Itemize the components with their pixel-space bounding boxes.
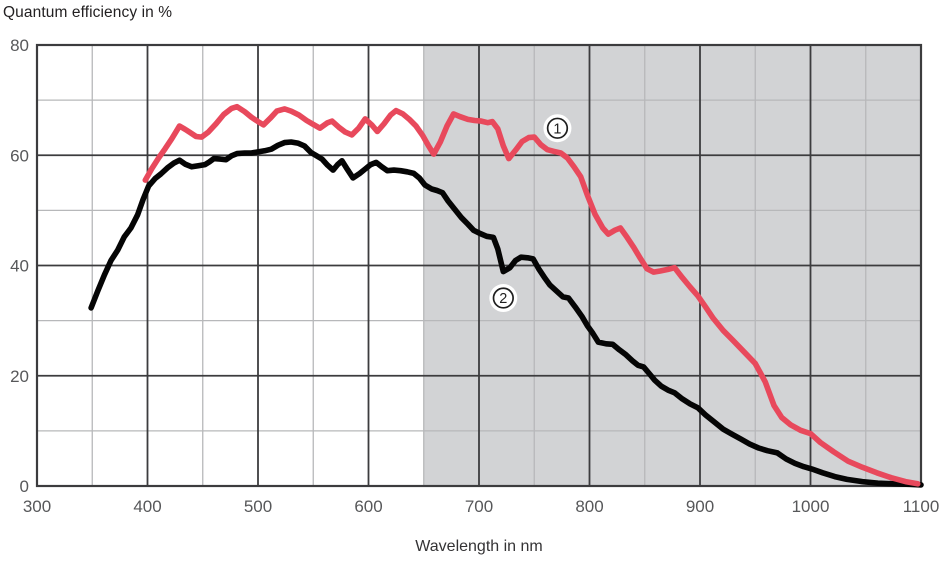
annotation-number-2: 2: [499, 291, 507, 307]
annotation-number-1: 1: [553, 121, 561, 137]
y-tick-label: 20: [10, 367, 29, 386]
x-tick-label: 700: [465, 497, 493, 516]
x-tick-label: 800: [575, 497, 603, 516]
y-tick-label: 0: [20, 477, 29, 496]
curve-series-1: [142, 103, 921, 487]
x-axis-title: Wavelength in nm: [415, 538, 543, 555]
x-tick-label: 1000: [792, 497, 830, 516]
curve-series-2: [88, 139, 924, 488]
y-tick-label: 40: [10, 257, 29, 276]
x-tick-label: 900: [686, 497, 714, 516]
annotation-ring-1: [546, 117, 569, 139]
x-tick-label: 400: [133, 497, 161, 516]
y-tick-label: 60: [10, 146, 29, 165]
x-tick-label: 300: [23, 497, 51, 516]
y-tick-label: 80: [10, 36, 29, 55]
chart-title: Quantum efficiency in %: [3, 4, 173, 21]
annotation-ring-2: [492, 287, 514, 309]
x-tick-label: 500: [244, 497, 272, 516]
x-tick-label: 600: [354, 497, 382, 516]
x-tick-label: 1100: [903, 497, 940, 516]
plot-frame: [35, 43, 923, 488]
